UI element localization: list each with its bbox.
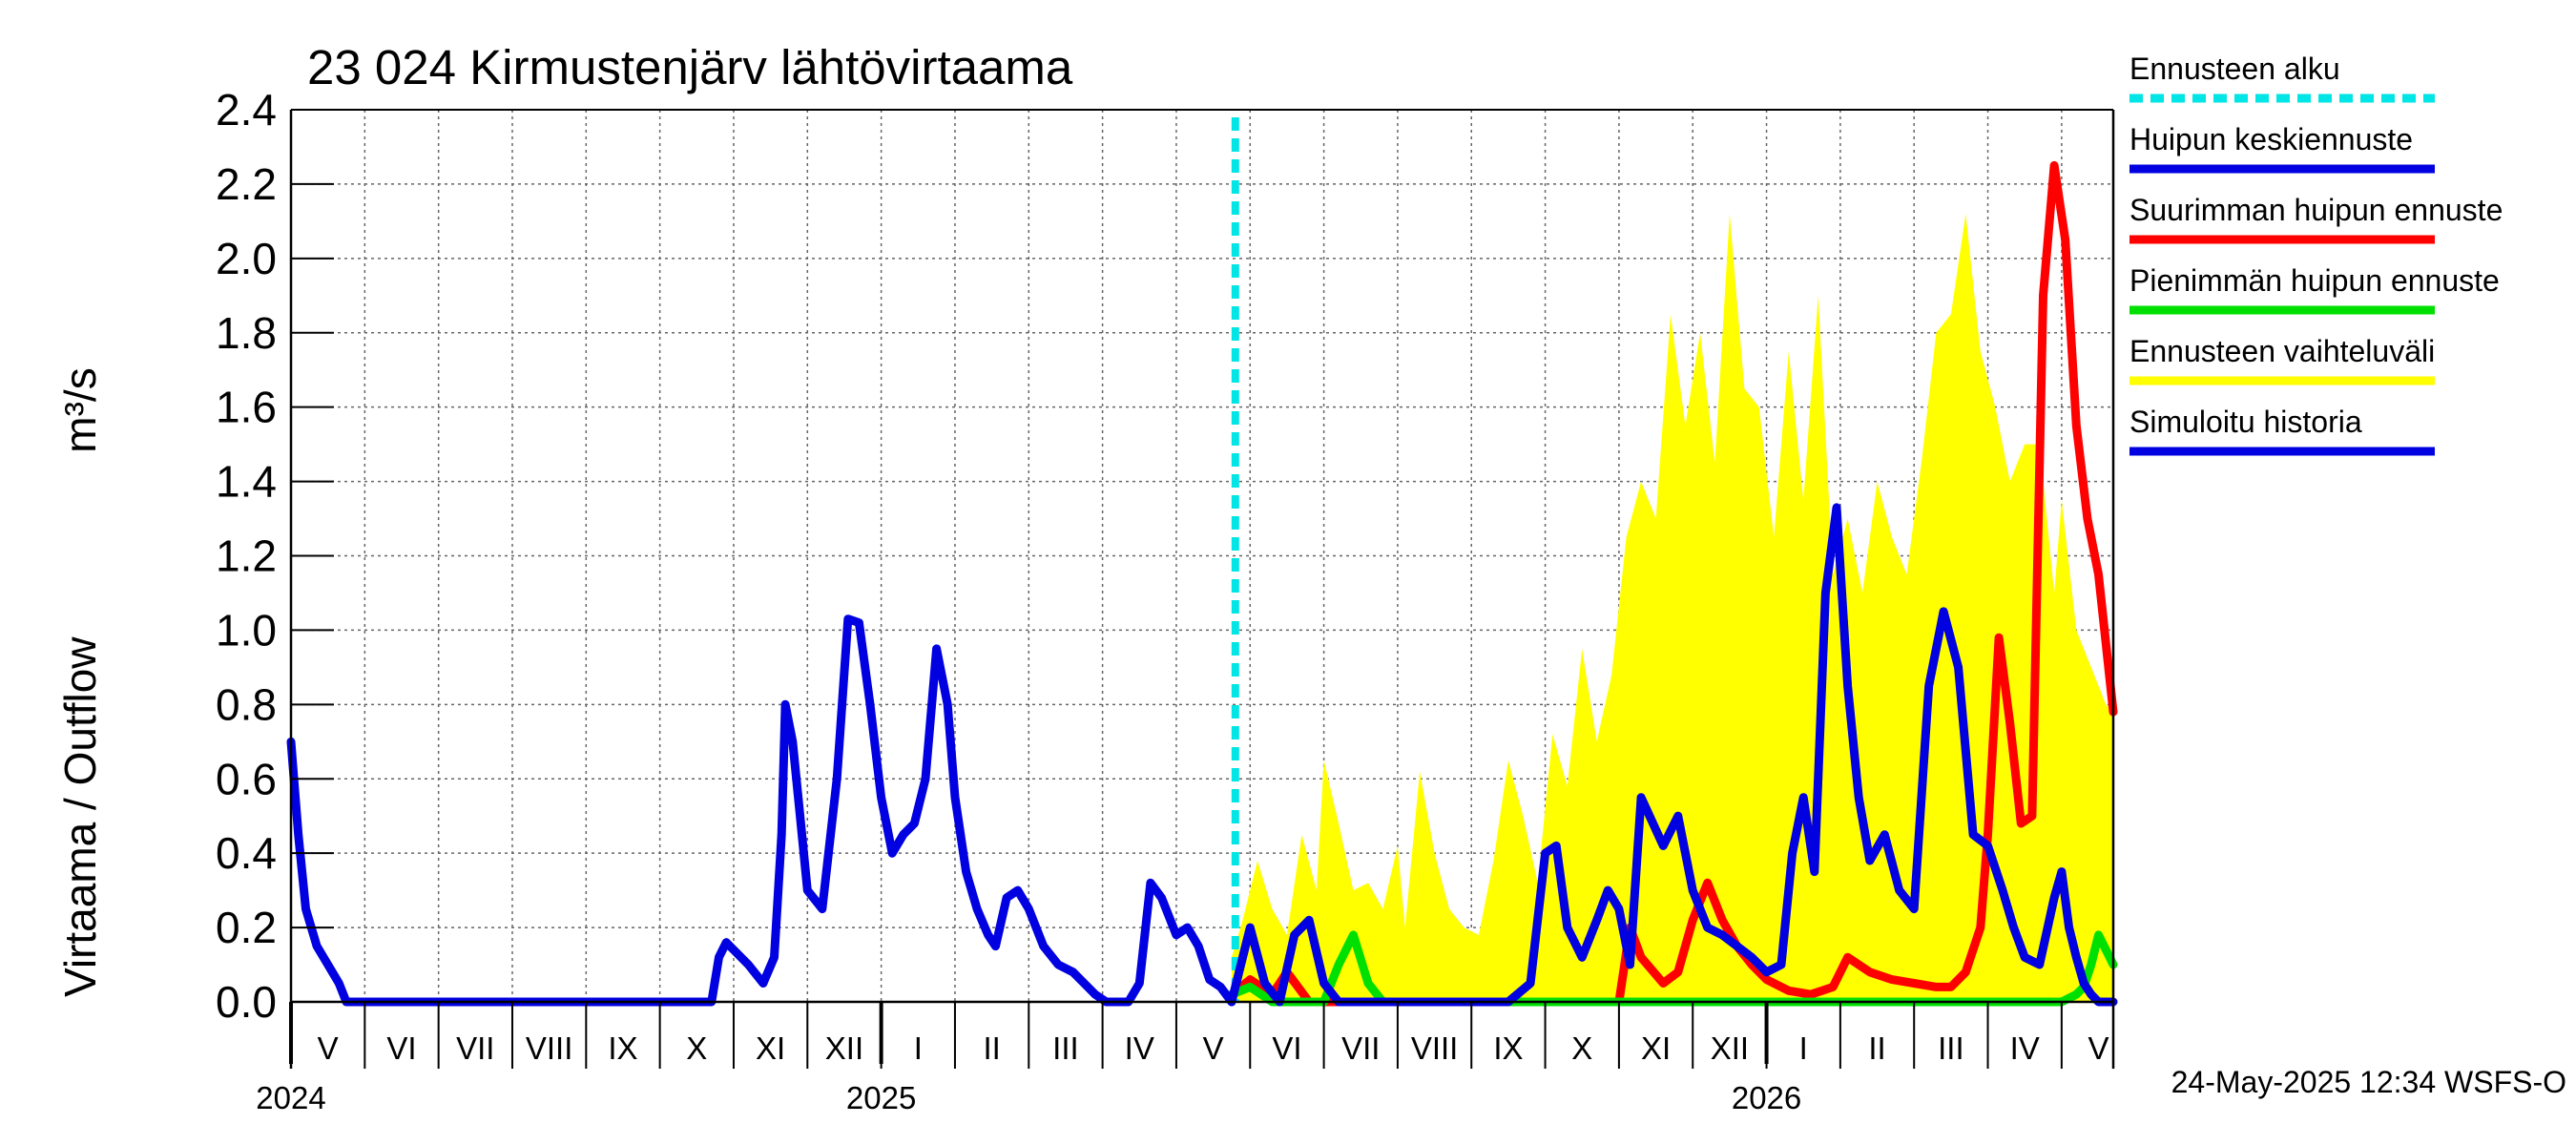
month-label: V <box>1203 1030 1224 1066</box>
month-label: V <box>2088 1030 2109 1066</box>
month-label: XII <box>825 1030 863 1066</box>
y-tick-label: 1.8 <box>216 308 277 358</box>
axes <box>289 109 2115 1069</box>
month-label: VI <box>386 1030 416 1066</box>
month-label: II <box>1868 1030 1885 1066</box>
month-label: X <box>686 1030 707 1066</box>
month-label: VIII <box>1411 1030 1459 1066</box>
y-tick-label: 1.2 <box>216 531 277 581</box>
legend-label: Simuloitu historia <box>2129 405 2362 439</box>
y-tick-label: 2.0 <box>216 234 277 283</box>
month-label: I <box>914 1030 923 1066</box>
month-label: II <box>983 1030 1000 1066</box>
legend-label: Huipun keskiennuste <box>2129 122 2413 156</box>
y-tick-label: 0.2 <box>216 903 277 952</box>
month-label: VII <box>1341 1030 1380 1066</box>
y-tick-label: 1.0 <box>216 605 277 655</box>
month-label: III <box>1052 1030 1079 1066</box>
month-label: IX <box>1493 1030 1523 1066</box>
chart-title: 23 024 Kirmustenjärv lähtövirtaama <box>307 40 1073 94</box>
month-label: V <box>318 1030 339 1066</box>
y-tick-label: 0.0 <box>216 977 277 1027</box>
month-label: IX <box>608 1030 637 1066</box>
legend-label: Ennusteen alku <box>2129 52 2340 86</box>
year-label: 2024 <box>256 1080 325 1115</box>
month-label: VI <box>1272 1030 1301 1066</box>
month-label: XI <box>1641 1030 1671 1066</box>
legend-label: Ennusteen vaihteluväli <box>2129 334 2435 368</box>
y-tick-label: 1.6 <box>216 383 277 432</box>
forecast-range-layer <box>1231 214 2113 1003</box>
y-tick-label: 0.6 <box>216 754 277 803</box>
y-axis-unit: m³/s <box>55 367 105 452</box>
legend: Ennusteen alku Huipun keskiennuste Suurimm… <box>2129 52 2503 456</box>
legend-label: Suurimman huipun ennuste <box>2129 193 2503 227</box>
y-tick-label: 1.4 <box>216 457 277 507</box>
year-label: 2026 <box>1732 1080 1801 1115</box>
month-label: XI <box>756 1030 785 1066</box>
month-label: I <box>1799 1030 1808 1066</box>
y-tick-label: 2.2 <box>216 159 277 209</box>
legend-label: Pienimmän huipun ennuste <box>2129 263 2500 298</box>
month-label: IV <box>1125 1030 1154 1066</box>
forecast-range-band <box>1231 214 2113 1003</box>
y-tick-label: 0.4 <box>216 828 277 878</box>
month-label: III <box>1938 1030 1964 1066</box>
month-labels: V VI VII VIII IX X XI XII I II III IV V VI VII VIII IX X X… <box>256 1030 2109 1115</box>
month-label: VIII <box>526 1030 573 1066</box>
year-label: 2025 <box>846 1080 916 1115</box>
month-label: XII <box>1711 1030 1749 1066</box>
y-axis-label: Virtaama / Outflow <box>55 636 105 997</box>
month-label: IV <box>2010 1030 2040 1066</box>
y-tick-label: 2.4 <box>216 85 277 135</box>
timestamp-label: 24-May-2025 12:34 WSFS-O <box>2171 1065 2566 1099</box>
month-label: X <box>1571 1030 1592 1066</box>
y-tick-label: 0.8 <box>216 679 277 729</box>
y-tick-labels: 0.0 0.2 0.4 0.6 0.8 1.0 1.2 1.4 1.6 1.8 2.0 2.2 2.4 <box>216 85 277 1027</box>
month-label: VII <box>456 1030 494 1066</box>
